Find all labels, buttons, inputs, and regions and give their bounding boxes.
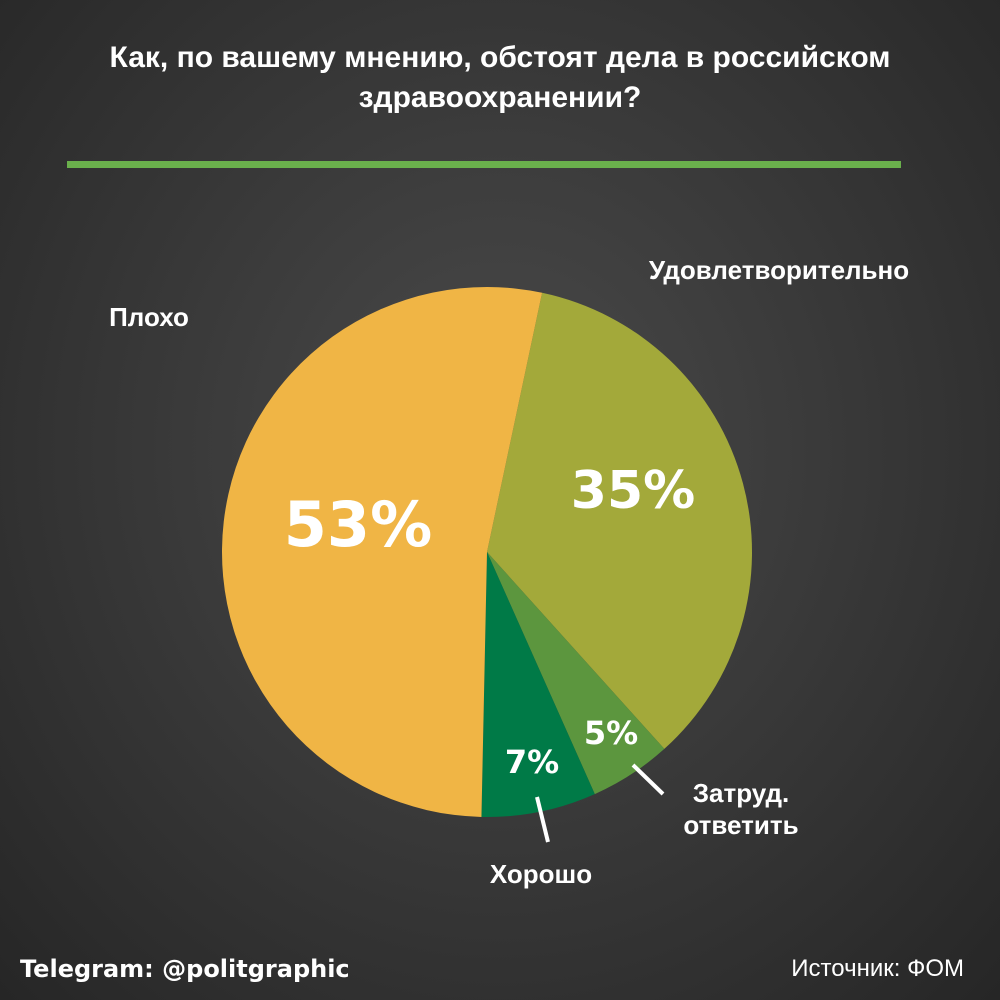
slice-value-hard-to-say: 5% [584, 714, 638, 752]
slice-label-hard-to-say-line-1: Затруд. [693, 778, 790, 808]
slice-good [481, 552, 595, 817]
leader-line-good [535, 796, 550, 843]
chart-title: Как, по вашему мнению, обстоят дела в ро… [0, 38, 1000, 118]
slice-bad [221, 286, 543, 817]
slice-satisfactory [487, 292, 752, 749]
telegram-credit: Telegram: @politgraphic [20, 955, 350, 983]
source-credit: Источник: ФОМ [791, 955, 964, 982]
title-divider [67, 161, 901, 168]
slice-label-bad: Плохо [109, 302, 189, 332]
slice-label-satisfactory: Удовлетворительно [649, 255, 909, 285]
chart-title-line-2: здравоохранении? [358, 81, 642, 114]
leader-line-hard-to-say [631, 763, 665, 796]
category-labels: Удовлетворительно Затруд. ответить Хорош… [109, 255, 909, 889]
slice-value-good: 7% [505, 743, 559, 781]
slice-value-bad: 53% [284, 488, 432, 561]
slice-label-hard-to-say-line-2: ответить [683, 810, 798, 840]
pie-slices [221, 286, 752, 817]
slice-hard-to-say [487, 552, 665, 795]
value-labels: 35% 5% 7% 53% [284, 461, 695, 781]
chart-title-line-1: Как, по вашему мнению, обстоят дела в ро… [109, 41, 891, 74]
leader-lines [535, 763, 665, 843]
slice-label-good: Хорошо [490, 859, 592, 889]
slice-value-satisfactory: 35% [571, 461, 695, 521]
